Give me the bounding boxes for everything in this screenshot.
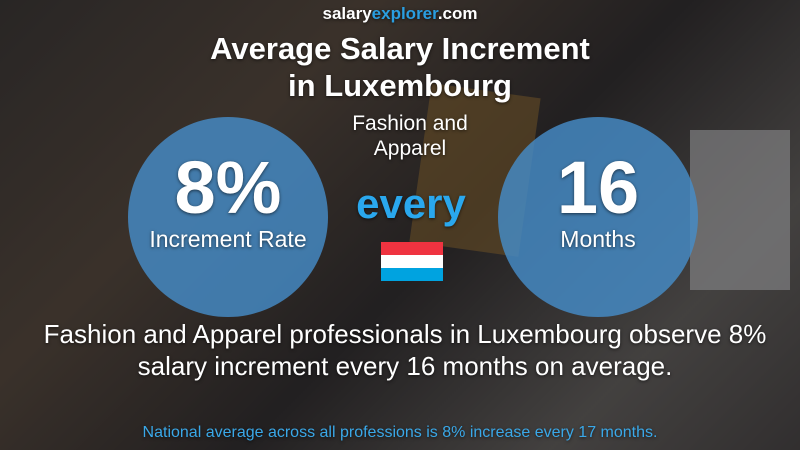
luxembourg-flag-icon (381, 242, 443, 281)
increment-rate-value: 8% (174, 146, 282, 229)
increment-rate-circle: 8% Increment Rate (128, 117, 328, 317)
increment-rate-label: Increment Rate (149, 226, 307, 252)
subtitle: Fashion and Apparel (352, 111, 468, 161)
subtitle-line: Fashion and (352, 112, 468, 135)
brand-part: explorer (371, 4, 438, 23)
brand-logo: salaryexplorer.com (322, 4, 477, 24)
title-line: Average Salary Increment (210, 31, 590, 66)
every-label: every (356, 180, 466, 227)
title-line: in Luxembourg (288, 68, 512, 103)
description-line: salary increment every 16 months on aver… (137, 351, 673, 381)
description-line: Fashion and Apparel professionals in Lux… (43, 319, 767, 349)
national-average-footer: National average across all professions … (142, 424, 658, 441)
page-title: Average Salary Increment in Luxembourg (210, 30, 590, 104)
background-bag (690, 130, 790, 290)
description: Fashion and Apparel professionals in Lux… (44, 318, 767, 382)
months-label: Months (560, 226, 636, 252)
brand-part: salary (322, 4, 372, 23)
subtitle-line: Apparel (373, 137, 447, 160)
months-circle: 16 Months (498, 117, 698, 317)
brand-part: .com (437, 4, 478, 23)
months-value: 16 (556, 146, 640, 229)
